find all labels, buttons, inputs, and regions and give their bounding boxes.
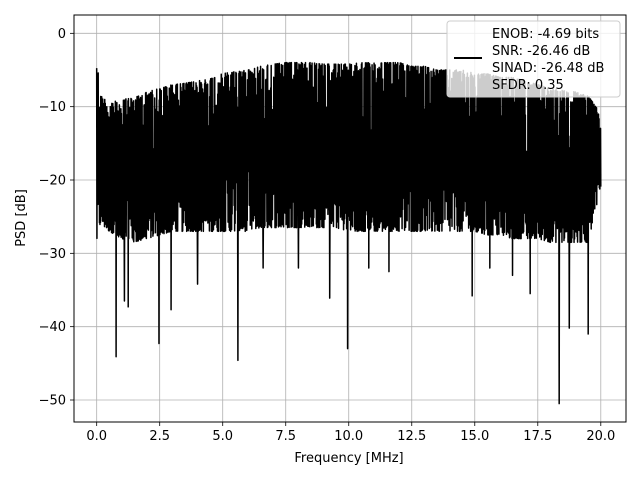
y-tick-label: −10: [39, 100, 66, 115]
y-tick-label: −30: [39, 247, 66, 262]
x-tick-label: 12.5: [397, 429, 426, 444]
y-tick-label: 0: [58, 27, 66, 42]
x-axis-title: Frequency [MHz]: [294, 451, 403, 466]
y-axis-title: PSD [dB]: [14, 189, 29, 247]
legend-box: [446, 20, 621, 98]
legend: ENOB: -4.69 bits SNR: -26.46 dB SINAD: -…: [446, 20, 621, 98]
x-tick-label: 7.5: [275, 429, 296, 444]
y-tick-label: −20: [39, 174, 66, 189]
x-tick-label: 0.0: [86, 429, 107, 444]
legend-entry-enob: ENOB: -4.69 bits: [492, 27, 599, 42]
legend-entry-sinad: SINAD: -26.48 dB: [492, 61, 604, 76]
y-tick-label: −40: [39, 320, 66, 335]
x-tick-label: 5.0: [212, 429, 233, 444]
legend-entry-snr: SNR: -26.46 dB: [492, 44, 590, 59]
plot-frame: [73, 14, 627, 423]
x-tick-label: 2.5: [149, 429, 170, 444]
x-tick-label: 20.0: [586, 429, 615, 444]
psd-series-line: [95, 61, 602, 405]
y-tick-label: −50: [39, 394, 66, 409]
x-tick-label: 10.0: [334, 429, 363, 444]
y-axis: 0 −10 −20 −30 −40 −50: [39, 27, 74, 409]
legend-entry-sfdr: SFDR: 0.35: [492, 78, 564, 93]
x-tick-label: 15.0: [460, 429, 489, 444]
x-tick-label: 17.5: [523, 429, 552, 444]
psd-trace: [95, 61, 602, 405]
x-axis: 0.0 2.5 5.0 7.5 10.0 12.5 15.0 17.5 20.0: [86, 422, 615, 444]
